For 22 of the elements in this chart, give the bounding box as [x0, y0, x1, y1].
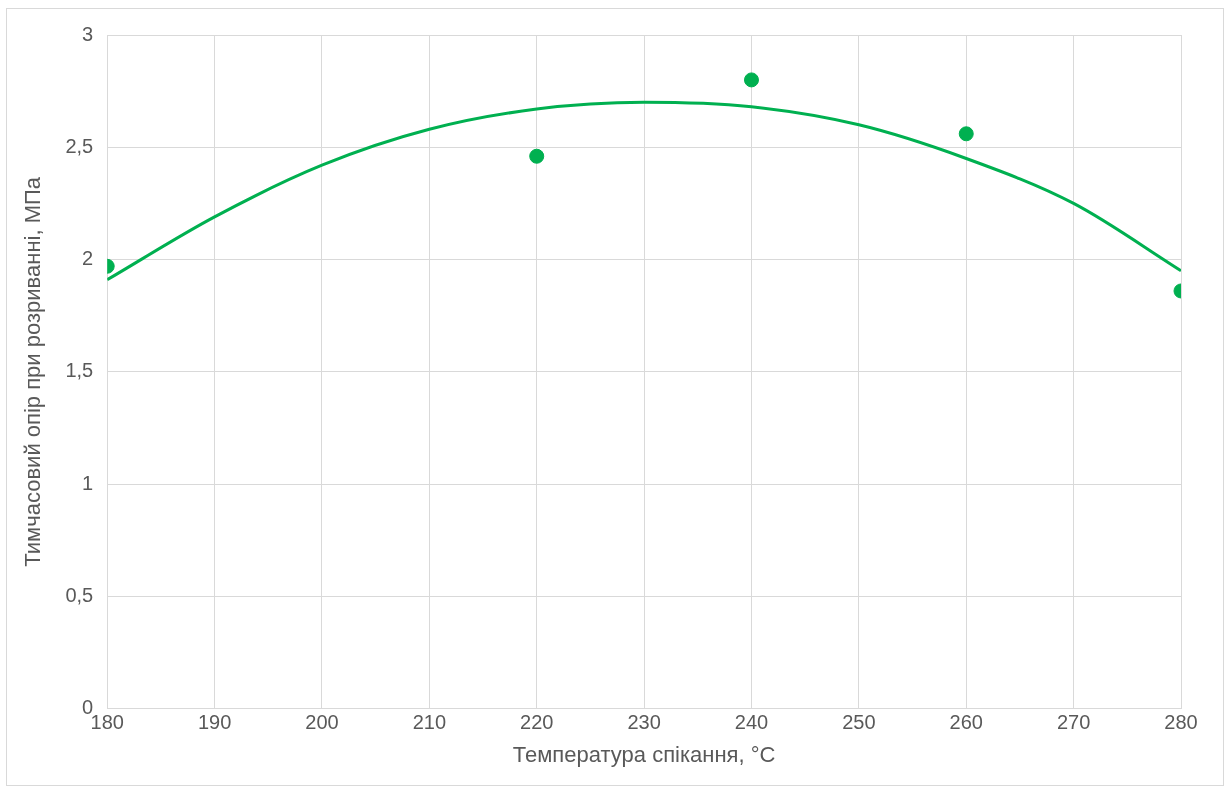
y-tick-label: 1	[82, 471, 94, 494]
x-tick-label: 260	[949, 711, 983, 734]
x-axis-title: Температура спікання, °C	[512, 741, 776, 767]
x-tick-label: 250	[842, 711, 876, 734]
x-tick-label: 220	[520, 711, 554, 734]
x-tick-label: 270	[1056, 711, 1091, 734]
y-axis-title: Тимчасовий опір при розриванні, МПа	[20, 176, 46, 567]
line-series	[107, 100, 1181, 282]
point	[529, 148, 545, 164]
x-tick-label: 240	[734, 711, 769, 734]
y-tick-label: 0,5	[65, 583, 94, 606]
x-tick-label: 210	[412, 711, 447, 734]
y-tick-label: 1,5	[65, 359, 94, 382]
x-tick-label: 190	[197, 711, 232, 734]
point	[743, 72, 759, 88]
x-tick-label: 230	[627, 711, 661, 734]
x-tick-label: 280	[1164, 711, 1198, 734]
y-tick-label: 2	[82, 247, 94, 270]
y-tick-label: 2,5	[65, 134, 94, 157]
x-tick-label: 200	[305, 711, 339, 734]
point	[958, 126, 974, 142]
y-tick-label: 3	[82, 22, 94, 45]
